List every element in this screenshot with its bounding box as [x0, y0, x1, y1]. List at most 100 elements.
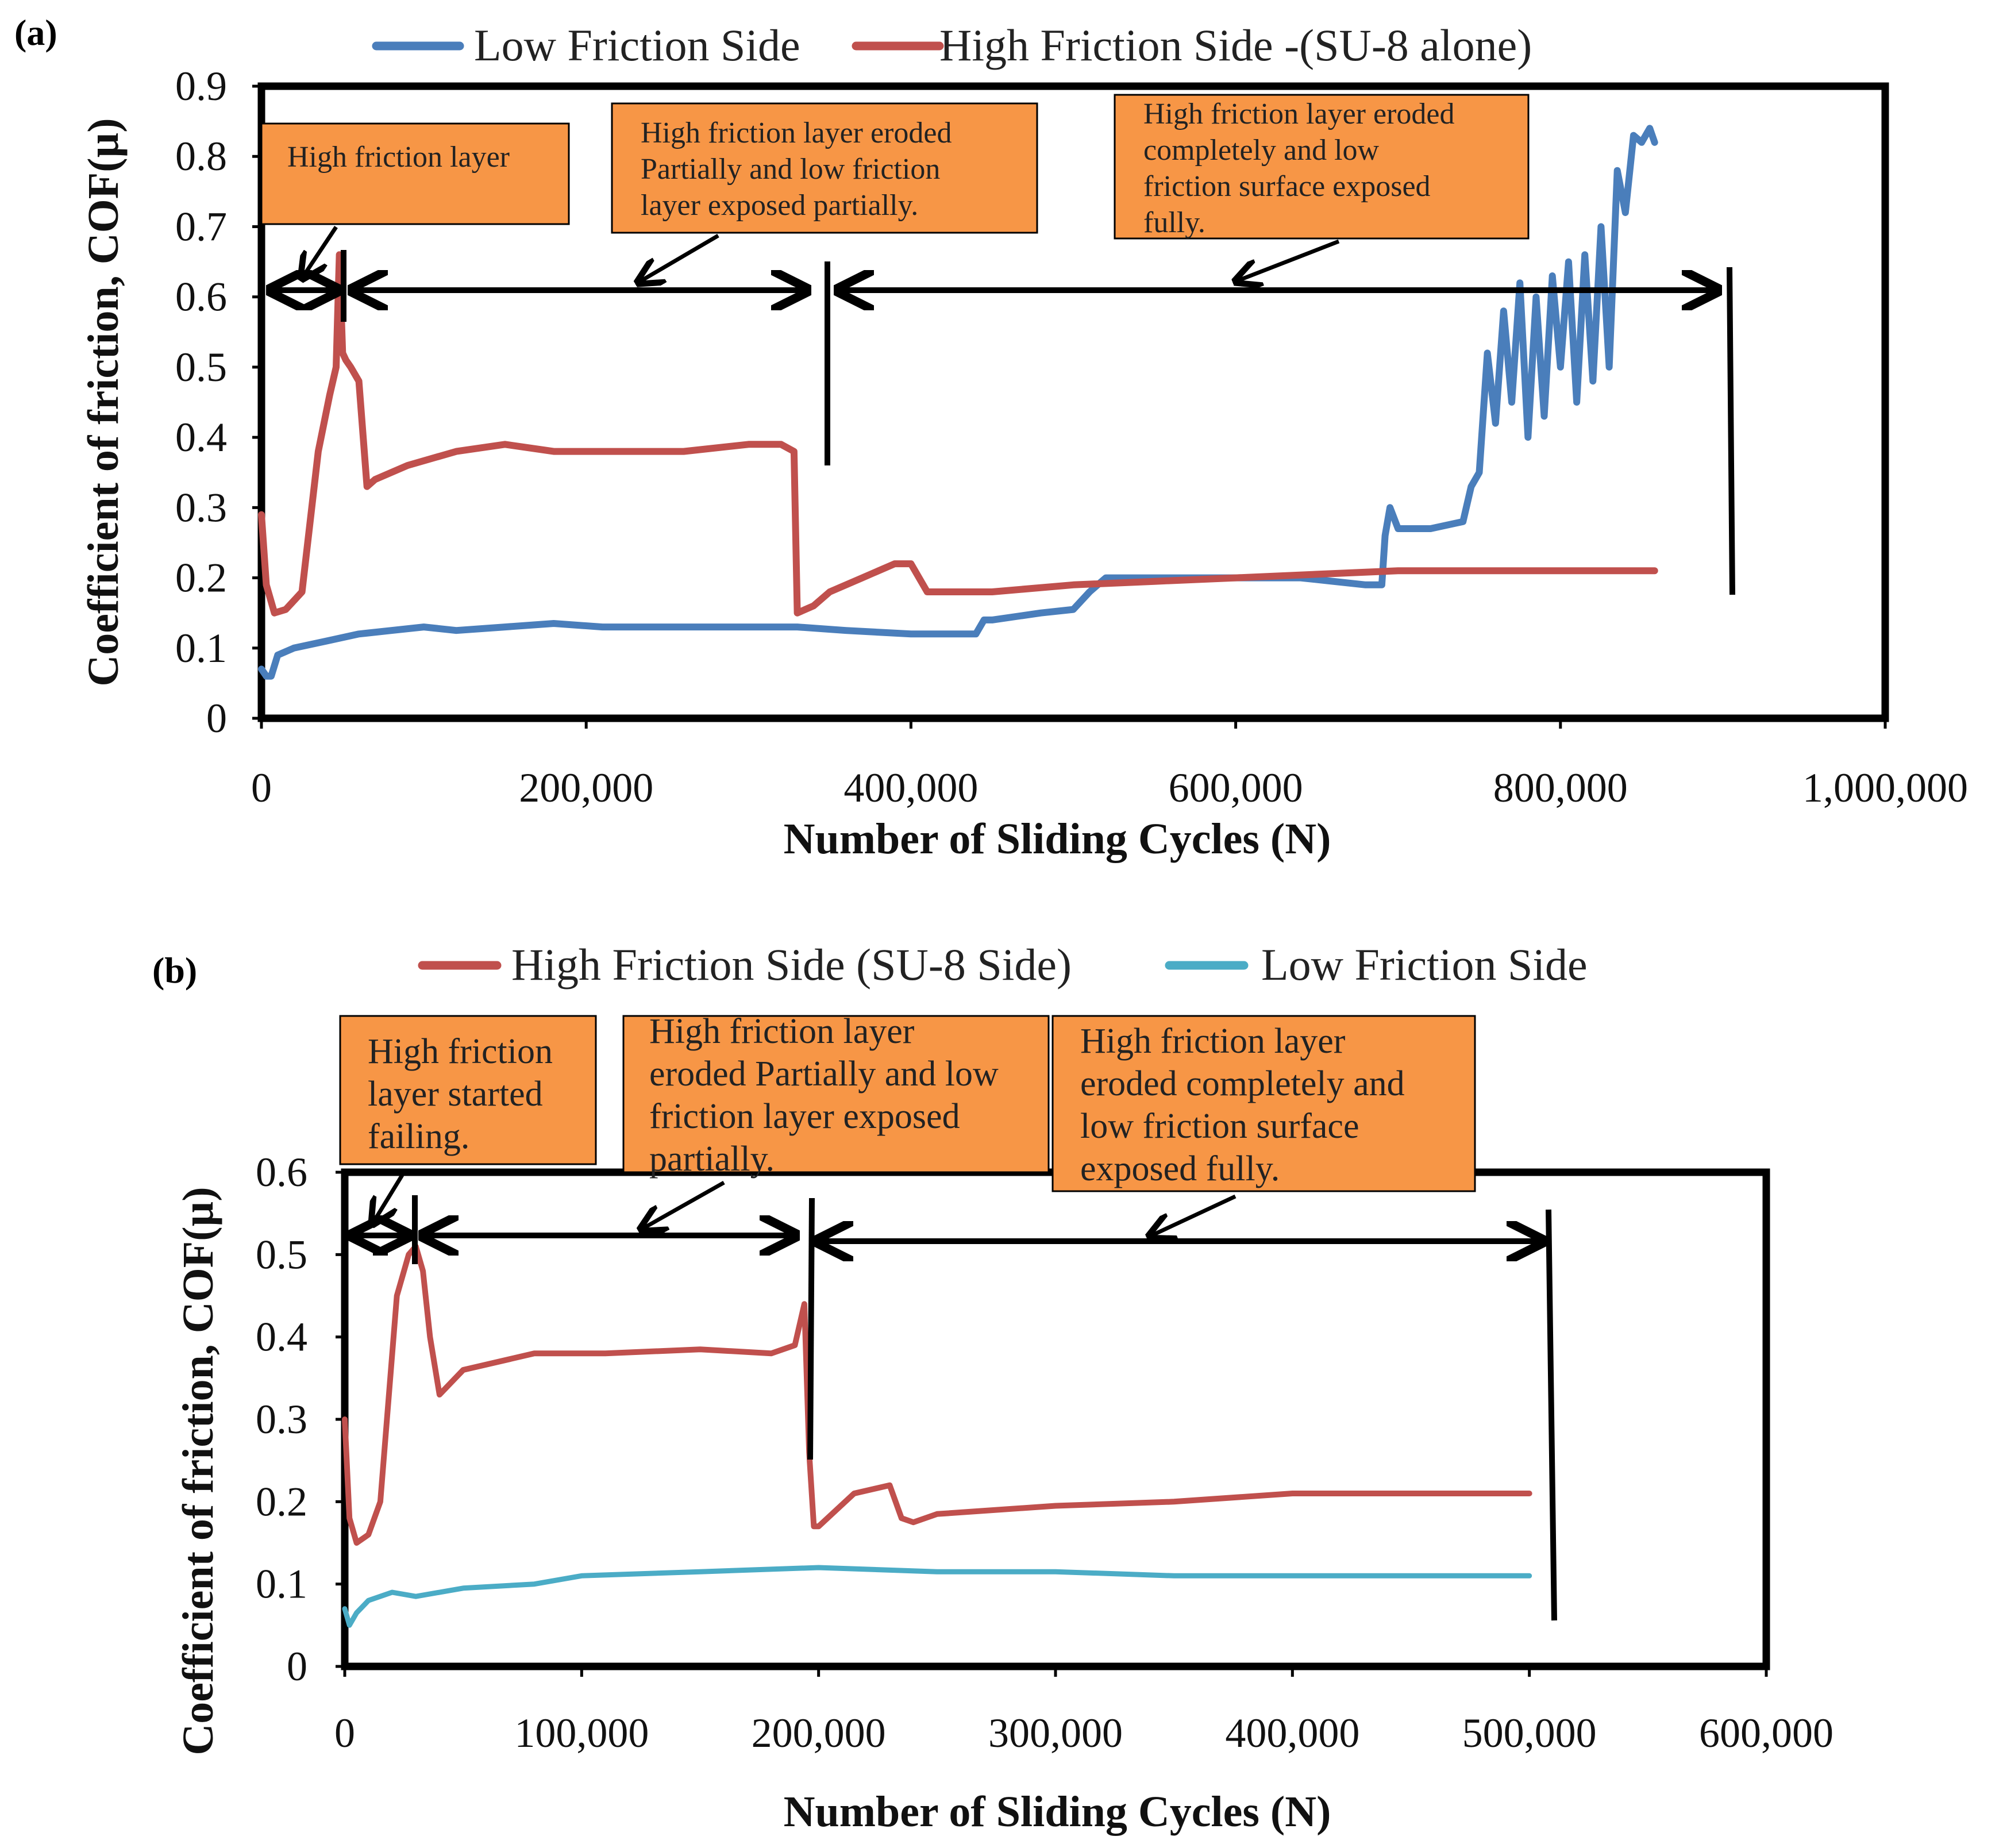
- annotation-b-2-pointer: [641, 1180, 725, 1230]
- annotation-a-1-box: [260, 122, 570, 225]
- panel-a-label: (a): [14, 12, 57, 53]
- region-b-3-divider: [1546, 1209, 1557, 1621]
- annotation-b-3-text: High friction layer eroded completely an…: [1080, 1022, 1413, 1188]
- annotation-a-3-pointer: [1235, 239, 1340, 282]
- annotation-b-3-line-2: eroded completely and: [1080, 1064, 1405, 1103]
- annotation-a-2-text: High friction layer eroded Partially and…: [641, 117, 959, 222]
- annotation-a-2-line-3: layer exposed partially.: [641, 189, 918, 222]
- x-tick-label-b-5: 500,000: [1462, 1710, 1597, 1756]
- annotation-b-2-text: High friction layer eroded Partially and…: [649, 1012, 1007, 1179]
- annotation-a-3-line-2: completely and low: [1143, 134, 1380, 167]
- y-ticks-a: 0 0.1 0.2 0.3 0.4 0.5 0.6 0.7 0.8 0.9: [175, 63, 261, 741]
- region-a-3-divider: [1727, 267, 1735, 595]
- x-ticks-a: 0 200,000 400,000 600,000 800,000 1,000,000: [251, 718, 1968, 811]
- y-tick-label-b-3: 0.3: [256, 1396, 307, 1442]
- y-tick-label-b-4: 0.4: [256, 1314, 307, 1360]
- x-axis-title-a: Number of Sliding Cycles (N): [784, 815, 1331, 863]
- x-tick-label-b-3: 300,000: [988, 1710, 1123, 1756]
- annotation-b-2: High friction layer eroded Partially and…: [622, 1012, 1050, 1179]
- y-tick-label-a-2: 0.2: [175, 555, 227, 601]
- y-tick-label-a-4: 0.4: [175, 414, 227, 460]
- y-tick-label-b-0: 0: [287, 1643, 307, 1689]
- annotation-b-2-line-4: partially.: [649, 1139, 775, 1179]
- legend-b-label-high: High Friction Side (SU-8 Side): [511, 940, 1072, 990]
- annotation-b-2-box: [622, 1015, 1050, 1173]
- y-axis-title-b: Coefficient of friction, COF(µ): [174, 1187, 222, 1755]
- annotation-b-1-box: [339, 1015, 597, 1165]
- x-tick-label-a-3: 600,000: [1169, 765, 1303, 811]
- x-tick-label-b-0: 0: [334, 1710, 355, 1756]
- annotation-b-3-line-3: low friction surface: [1080, 1107, 1359, 1146]
- annotation-b-1-line-2: layer started: [368, 1075, 543, 1114]
- annotation-b-1-line-1: High friction: [368, 1032, 553, 1071]
- y-tick-label-a-8: 0.8: [175, 133, 227, 179]
- region-markers-a: [270, 226, 1735, 595]
- x-axis-title-b: Number of Sliding Cycles (N): [784, 1788, 1331, 1836]
- annotation-b-1: High friction layer started failing.: [339, 1015, 597, 1165]
- annotation-a-2: High friction layer eroded Partially and…: [611, 102, 1038, 234]
- legend-b-label-low: Low Friction Side: [1261, 940, 1588, 990]
- y-tick-label-a-0: 0: [206, 695, 227, 741]
- y-axis-title-a: Coefficient of friction, COF(µ): [79, 118, 128, 686]
- x-tick-label-a-0: 0: [251, 765, 272, 811]
- annotation-b-2-line-2: eroded Partially and low: [649, 1054, 999, 1094]
- x-tick-label-b-1: 100,000: [514, 1710, 649, 1756]
- annotation-a-3-line-3: friction surface exposed: [1143, 170, 1431, 203]
- annotation-a-3-box: [1114, 94, 1530, 240]
- legend-a-label-low: Low Friction Side: [474, 20, 800, 70]
- region-b-2-divider: [807, 1198, 815, 1460]
- annotation-b-1-pointer: [372, 1174, 404, 1224]
- x-tick-label-b-2: 200,000: [752, 1710, 886, 1756]
- y-tick-label-b-1: 0.1: [256, 1561, 307, 1607]
- annotation-b-3-line-1: High friction layer: [1080, 1022, 1346, 1061]
- y-ticks-b: 0 0.1 0.2 0.3 0.4 0.5 0.6: [256, 1149, 345, 1689]
- x-tick-label-a-5: 1,000,000: [1802, 765, 1968, 811]
- annotation-a-1-text: High friction layer: [287, 141, 510, 174]
- annotation-a-3-line-4: fully.: [1143, 206, 1205, 239]
- series-line-b-1: [342, 1565, 1532, 1628]
- y-tick-label-b-5: 0.5: [256, 1231, 307, 1277]
- annotation-b-1-line-3: failing.: [368, 1117, 469, 1156]
- annotation-a-1: High friction layer: [260, 122, 570, 225]
- region-markers-b: [352, 1174, 1557, 1621]
- y-tick-label-a-3: 0.3: [175, 484, 227, 530]
- series-group-b: [342, 1243, 1532, 1628]
- legend-b: High Friction Side (SU-8 Side) Low Frict…: [418, 940, 1588, 990]
- annotation-b-1-text: High friction layer started failing.: [368, 1032, 562, 1156]
- x-tick-label-b-6: 600,000: [1699, 1710, 1833, 1756]
- annotation-a-2-pointer: [638, 233, 719, 283]
- x-ticks-b: 0 100,000 200,000 300,000 400,000 500,000 600,…: [334, 1666, 1833, 1756]
- chart-panel-b: (b) High Friction Side (SU-8 Side) Low F…: [152, 940, 1833, 1836]
- annotation-a-1-pointer: [302, 226, 338, 279]
- y-tick-label-a-7: 0.7: [175, 203, 227, 249]
- x-tick-label-a-4: 800,000: [1493, 765, 1628, 811]
- legend-a-label-high: High Friction Side -(SU-8 alone): [939, 20, 1532, 70]
- y-tick-label-a-5: 0.5: [175, 344, 227, 390]
- annotation-b-3: High friction layer eroded completely an…: [1051, 1015, 1476, 1192]
- series-line-b-0: [342, 1243, 1532, 1546]
- annotation-a-2-box: [611, 102, 1038, 234]
- annotation-b-3-box: [1051, 1015, 1476, 1192]
- y-tick-label-a-1: 0.1: [175, 625, 227, 671]
- y-tick-label-b-2: 0.2: [256, 1479, 307, 1524]
- y-tick-label-a-6: 0.6: [175, 274, 227, 320]
- series-group-a: [258, 125, 1658, 680]
- series-line-a-0: [258, 125, 1658, 680]
- legend-a: Low Friction Side High Friction Side -(S…: [372, 20, 1532, 70]
- annotation-a-3-text: High friction layer eroded completely an…: [1143, 98, 1462, 239]
- annotation-a-2-line-1: High friction layer eroded: [641, 117, 952, 149]
- annotation-a-3: High friction layer eroded completely an…: [1114, 94, 1530, 240]
- x-tick-label-b-4: 400,000: [1225, 1710, 1359, 1756]
- panel-b-label: (b): [152, 950, 197, 991]
- y-tick-label-b-6: 0.6: [256, 1149, 307, 1195]
- annotation-b-2-line-3: friction layer exposed: [649, 1097, 960, 1136]
- y-tick-label-a-9: 0.9: [175, 63, 227, 109]
- series-line-a-1: [258, 251, 1658, 617]
- chart-panel-a: (a) Low Friction Side High Friction Side…: [14, 12, 1968, 863]
- annotation-a-3-line-1: High friction layer eroded: [1143, 98, 1454, 130]
- x-tick-label-a-2: 400,000: [843, 765, 978, 811]
- annotation-b-3-line-4: exposed fully.: [1080, 1149, 1280, 1188]
- annotation-b-2-line-1: High friction layer: [649, 1012, 915, 1051]
- annotation-b-3-pointer: [1149, 1194, 1237, 1237]
